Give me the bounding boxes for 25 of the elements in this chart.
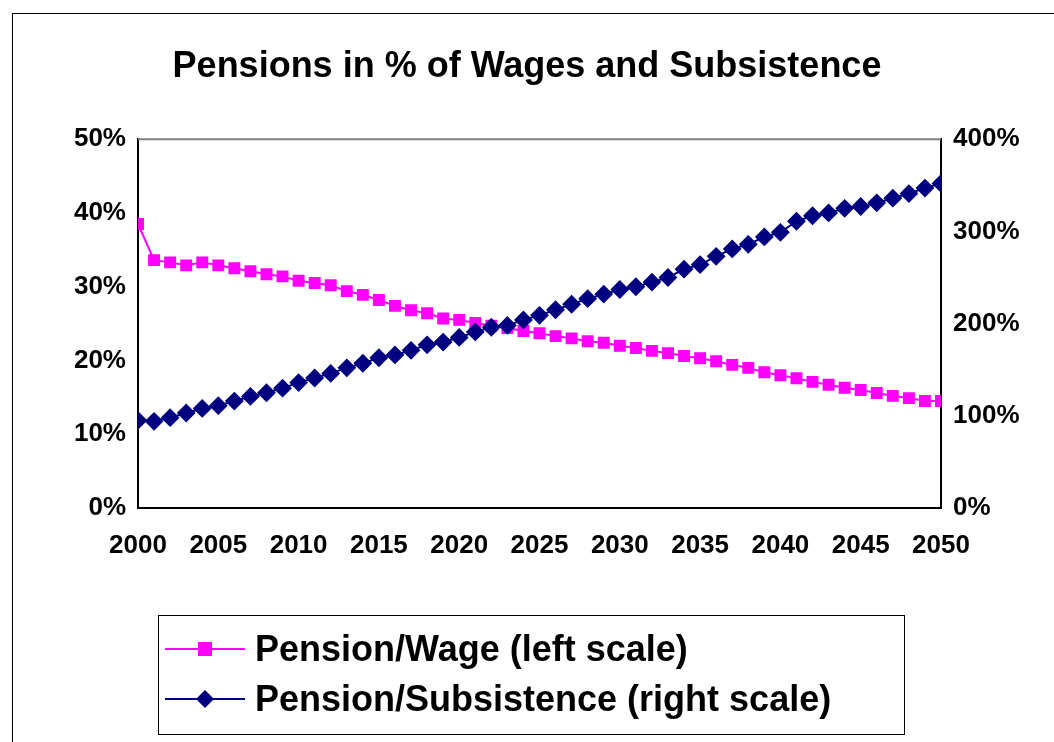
x-tick-label: 2000 <box>109 528 167 559</box>
x-tick-label: 2025 <box>510 528 569 559</box>
y-tick-label: 0% <box>88 491 126 522</box>
y-tick-label: 10% <box>73 417 126 448</box>
x-tick-label: 2035 <box>671 528 730 559</box>
x-tick-label: 2030 <box>590 528 649 559</box>
x-tick-label: 2050 <box>912 528 970 559</box>
x-tick-label: 2040 <box>751 528 810 559</box>
legend-label: Pension/Wage (left scale) <box>255 628 688 670</box>
y2-tick-label: 200% <box>953 306 1020 337</box>
y2-tick-label: 100% <box>953 398 1020 429</box>
y-tick-label: 30% <box>73 269 126 300</box>
x-tick-label: 2015 <box>349 528 408 559</box>
y-tick-label: 20% <box>73 343 126 374</box>
y2-tick-label: 300% <box>953 214 1020 245</box>
y2-tick-label: 0% <box>953 491 991 522</box>
y-tick-label: 40% <box>73 196 126 227</box>
y-tick-label: 50% <box>73 122 126 153</box>
x-tick-label: 2020 <box>430 528 489 559</box>
chart-title: Pensions in % of Wages and Subsistence <box>172 43 882 85</box>
x-tick-label: 2010 <box>269 528 328 559</box>
x-tick-label: 2005 <box>189 528 248 559</box>
y2-tick-label: 400% <box>953 122 1020 153</box>
legend-label: Pension/Subsistence (right scale) <box>255 678 832 720</box>
x-tick-label: 2045 <box>831 528 890 559</box>
